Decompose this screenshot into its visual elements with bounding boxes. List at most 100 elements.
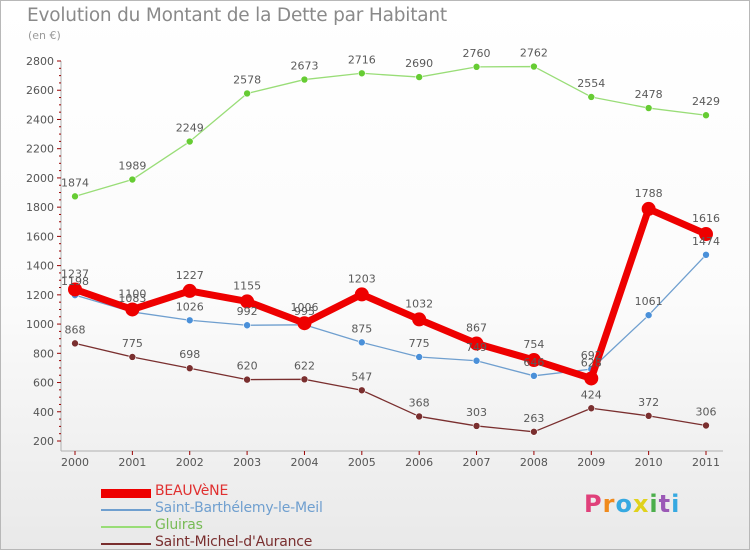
x-tick-label: 2011	[692, 456, 720, 469]
data-point	[644, 412, 653, 420]
y-tick-label: 1000	[26, 318, 54, 331]
data-point	[185, 316, 194, 325]
data-point	[68, 282, 82, 297]
data-label: 368	[409, 396, 430, 409]
data-label: 622	[294, 359, 315, 372]
data-point	[71, 339, 79, 348]
data-label: 2249	[176, 122, 204, 135]
data-point	[185, 364, 194, 373]
legend-label: Gluiras	[155, 517, 203, 533]
data-label: 775	[409, 337, 430, 350]
data-point	[71, 192, 79, 201]
data-label: 1874	[61, 176, 89, 189]
series-line	[74, 342, 707, 433]
legend-label: Saint-Michel-d'Aurance	[155, 534, 313, 550]
data-point	[125, 302, 140, 317]
data-point	[530, 427, 538, 436]
y-tick-label: 1400	[26, 260, 54, 273]
data-label: 1026	[176, 300, 204, 313]
data-point	[243, 89, 251, 98]
y-tick-label: 1600	[26, 230, 54, 243]
data-point	[243, 375, 251, 384]
data-label: 424	[581, 388, 602, 401]
data-label: 749	[466, 341, 487, 354]
data-point	[530, 372, 538, 380]
data-point	[300, 375, 309, 384]
data-label: 1155	[233, 279, 261, 292]
data-point	[412, 312, 427, 327]
data-label: 2429	[692, 95, 720, 108]
data-label: 1198	[61, 275, 89, 288]
data-label: 1788	[635, 187, 663, 200]
data-point	[297, 316, 312, 331]
data-label: 1989	[118, 160, 146, 173]
data-label: 646	[523, 356, 544, 369]
x-tick-label: 2008	[520, 456, 548, 469]
y-tick-label: 2000	[26, 172, 54, 185]
data-label: 620	[237, 360, 258, 373]
data-point	[415, 73, 423, 81]
data-label: 1083	[118, 292, 146, 305]
chart-title: Evolution du Montant de la Dette par Hab…	[27, 5, 447, 26]
brand-letter: o	[615, 490, 633, 518]
chart-unit: (en €)	[28, 29, 61, 42]
data-label: 628	[581, 356, 602, 369]
data-label: 1616	[692, 212, 720, 225]
brand-logo: Proxiti	[584, 490, 680, 518]
data-label: 2716	[348, 53, 376, 66]
data-point	[526, 353, 541, 368]
y-tick-label: 1800	[26, 201, 54, 214]
data-point	[185, 137, 194, 146]
data-point	[587, 404, 596, 413]
data-point	[415, 412, 423, 421]
data-label: 2690	[405, 57, 433, 70]
data-label: 306	[696, 406, 717, 419]
data-point	[358, 386, 366, 395]
data-label: 2578	[233, 73, 261, 86]
y-tick-label: 400	[33, 406, 54, 419]
data-label: 995	[294, 305, 315, 318]
data-point	[472, 422, 481, 430]
y-tick-label: 2200	[26, 143, 54, 156]
data-point	[702, 251, 710, 259]
data-label: 303	[466, 406, 487, 419]
data-label: 2554	[577, 77, 605, 90]
data-point	[472, 63, 481, 71]
data-point	[128, 353, 137, 361]
data-point	[530, 62, 538, 71]
data-label: 1237	[61, 267, 89, 280]
data-label: 992	[237, 305, 258, 318]
data-point	[300, 75, 309, 84]
legend-swatch	[101, 488, 151, 498]
x-tick-label: 2007	[463, 456, 491, 469]
data-point	[182, 283, 197, 298]
brand-letter: P	[584, 490, 603, 518]
x-tick-label: 2002	[176, 456, 204, 469]
data-point	[469, 336, 484, 351]
series-line	[71, 205, 710, 382]
x-tick-label: 2010	[635, 456, 663, 469]
data-point	[641, 201, 656, 216]
data-label: 372	[638, 396, 659, 409]
data-label: 263	[523, 412, 544, 425]
data-point	[644, 311, 653, 319]
y-tick-label: 200	[33, 435, 54, 448]
data-point	[243, 321, 251, 330]
data-point	[240, 294, 255, 309]
y-tick-label: 2400	[26, 113, 54, 126]
data-label: 1006	[290, 301, 318, 314]
y-tick-label: 2600	[26, 84, 54, 97]
data-point	[128, 175, 137, 184]
x-tick-label: 2006	[405, 456, 433, 469]
brand-letter: i	[671, 490, 681, 518]
y-tick-label: 1200	[26, 289, 54, 302]
x-tick-label: 2009	[577, 456, 605, 469]
y-tick-label: 800	[33, 347, 54, 360]
data-point	[702, 421, 710, 430]
brand-letter: r	[602, 490, 616, 518]
data-point	[587, 93, 596, 101]
x-tick-label: 2001	[118, 456, 146, 469]
data-point	[415, 353, 423, 361]
